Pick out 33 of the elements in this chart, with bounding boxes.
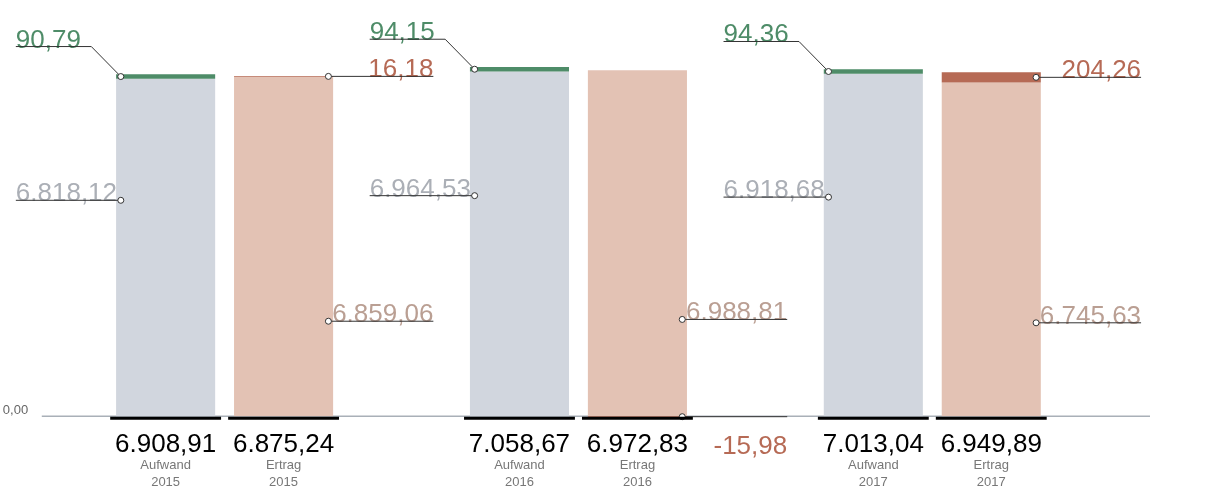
bar	[469, 71, 570, 417]
data-label: 94,15	[369, 16, 435, 47]
data-label: -15,98	[713, 429, 788, 460]
bar	[116, 78, 216, 417]
x-tick-label: Aufwand 2017	[848, 457, 899, 489]
bar	[234, 76, 334, 417]
total-label: 6.908,91	[115, 428, 217, 459]
text: 0,00	[2, 402, 29, 418]
bar	[823, 73, 923, 417]
data-label: 204,26	[1061, 54, 1142, 85]
x-tick-label: Ertrag 2016	[619, 457, 656, 489]
data-label: 16,18	[368, 53, 434, 84]
bar	[941, 72, 1041, 83]
data-label: 6.818,12	[15, 177, 118, 208]
bar	[116, 74, 216, 79]
data-label: 6.745,63	[1039, 299, 1142, 330]
x-tick-label: Aufwand 2016	[494, 457, 545, 489]
bar	[823, 69, 923, 74]
x-tick-label: Ertrag 2015	[265, 457, 302, 489]
data-label: 6.988,81	[686, 296, 788, 327]
total-label: 6.949,89	[940, 428, 1042, 459]
total-label: 7.013,04	[822, 428, 924, 459]
total-label: 6.875,24	[232, 428, 335, 459]
x-tick-label: Ertrag 2017	[973, 457, 1009, 489]
bar	[941, 82, 1041, 417]
data-label: 90,79	[15, 23, 81, 54]
data-label: 6.859,06	[332, 298, 434, 329]
data-label: 6.964,53	[369, 172, 471, 203]
total-label: 7.058,67	[468, 428, 571, 459]
total-label: 6.972,83	[586, 428, 689, 459]
x-tick-label: Aufwand 2015	[140, 457, 191, 489]
bar	[469, 66, 570, 72]
bar	[587, 70, 687, 417]
